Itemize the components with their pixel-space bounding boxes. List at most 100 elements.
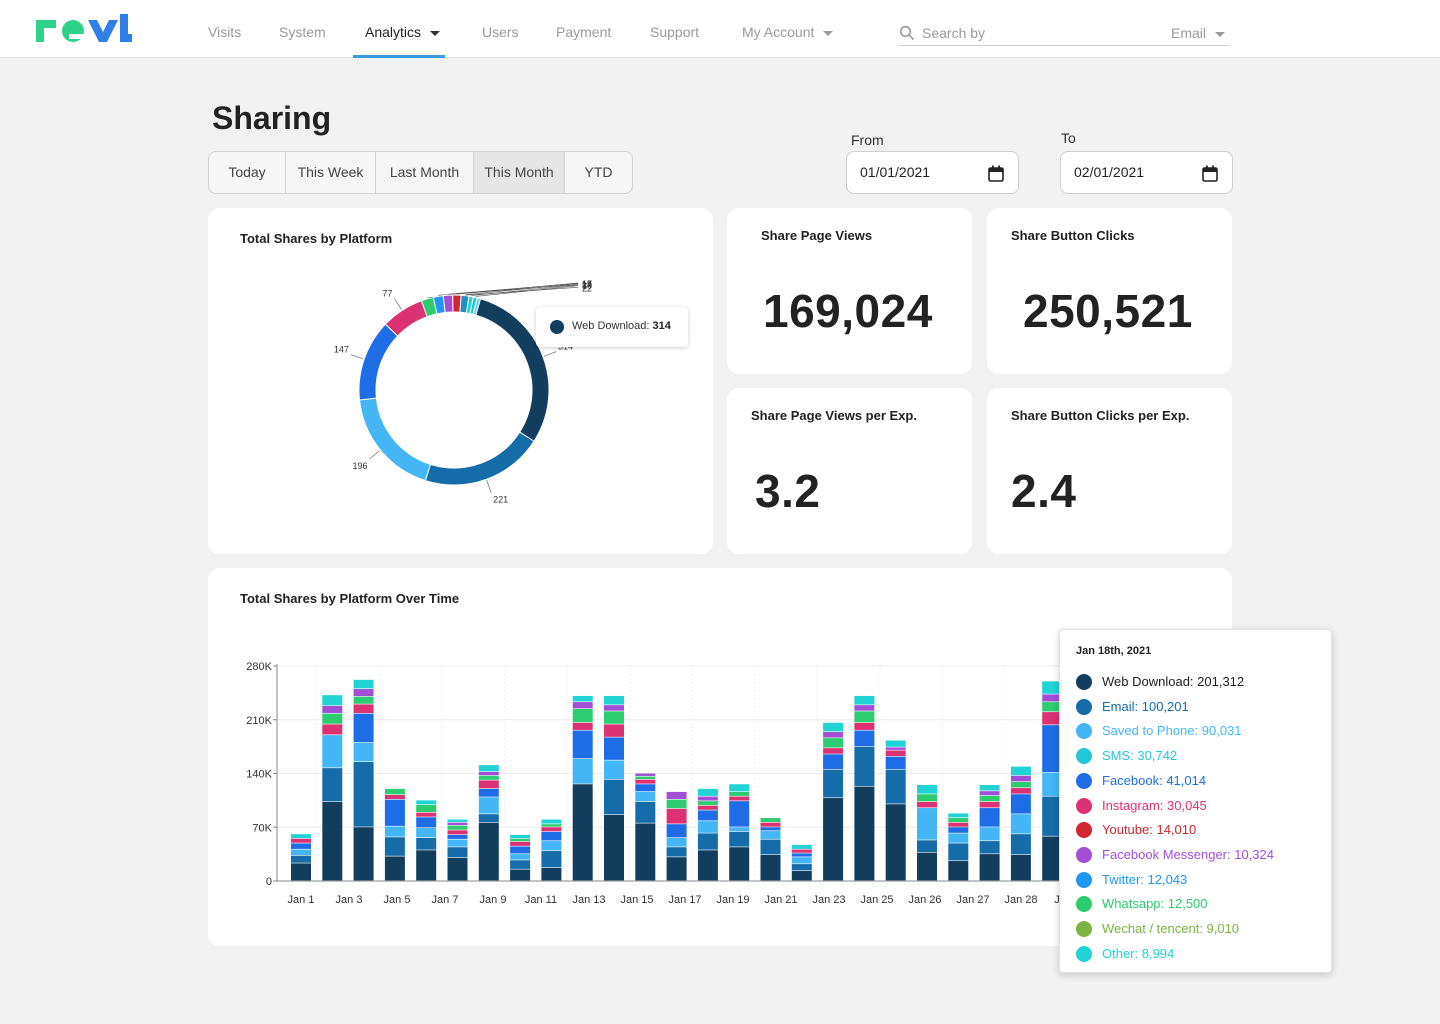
bar-segment-other[interactable] [979,785,1000,791]
bar-segment-instagram[interactable] [541,827,562,832]
bar-segment-facebook[interactable] [416,817,437,828]
bar-segment-instagram[interactable] [948,822,969,827]
bar-segment-facebook-messenger[interactable] [353,689,374,697]
bar-segment-saved-to-phone[interactable] [979,827,1000,841]
bar-segment-facebook-messenger[interactable] [635,773,656,776]
bar-segment-facebook[interactable] [447,834,468,839]
bar-segment-other[interactable] [478,765,499,772]
bar-segment-facebook[interactable] [384,799,405,826]
revl-logo[interactable] [36,14,132,44]
bar-segment-instagram[interactable] [604,724,624,737]
bar-segment-whatsapp[interactable] [384,788,405,795]
bar-segment-web-download[interactable] [854,786,875,881]
calendar-icon[interactable] [1202,165,1218,182]
bar-segment-email[interactable] [384,837,405,856]
bar-segment-other[interactable] [416,800,437,805]
bar-segment-other[interactable] [291,834,311,839]
bar-segment-email[interactable] [791,864,812,871]
donut-slice-facebook[interactable] [358,323,399,401]
bar-segment-saved-to-phone[interactable] [791,857,812,864]
bar-segment-facebook-messenger[interactable] [666,791,687,800]
search-bar[interactable]: Search by Email [899,22,1229,46]
bar-segment-instagram[interactable] [979,801,1000,808]
calendar-icon[interactable] [988,165,1004,182]
bar-segment-other[interactable] [353,679,374,689]
bar-segment-other[interactable] [917,785,937,794]
bar-segment-web-download[interactable] [729,847,750,881]
bar-segment-facebook[interactable] [572,730,593,759]
bar-segment-saved-to-phone[interactable] [478,797,499,814]
bar-segment-other[interactable] [322,695,343,706]
bar-segment-whatsapp[interactable] [823,738,844,748]
to-date-field[interactable]: 02/01/2021 [1060,151,1233,194]
bar-segment-email[interactable] [478,814,499,823]
bar-segment-facebook-messenger[interactable] [697,796,718,801]
search-field-select[interactable]: Email [1171,25,1225,41]
bar-segment-saved-to-phone[interactable] [697,821,718,833]
bar-segment-facebook-messenger[interactable] [1010,775,1031,782]
bar-segment-email[interactable] [353,761,374,827]
bar-segment-saved-to-phone[interactable] [416,828,437,838]
nav-item-payment[interactable]: Payment [556,24,612,40]
bar-segment-email[interactable] [416,838,437,850]
bar-segment-web-download[interactable] [791,871,812,881]
bar-segment-instagram[interactable] [791,849,812,853]
bar-segment-whatsapp[interactable] [322,713,343,724]
bar-segment-web-download[interactable] [572,784,593,881]
bar-segment-web-download[interactable] [384,856,405,881]
bar-segment-saved-to-phone[interactable] [948,833,969,843]
bar-segment-facebook[interactable] [948,827,969,833]
donut-slice-saved-to-phone[interactable] [358,397,432,482]
bar-segment-facebook-messenger[interactable] [322,705,343,714]
bar-segment-saved-to-phone[interactable] [572,758,593,784]
bar-segment-whatsapp[interactable] [760,818,781,823]
bar-segment-web-download[interactable] [885,804,906,881]
bar-segment-web-download[interactable] [697,850,718,881]
bar-segment-saved-to-phone[interactable] [760,831,781,839]
bar-segment-whatsapp[interactable] [948,818,969,823]
donut-slice-email[interactable] [424,431,535,486]
bar-segment-web-download[interactable] [353,827,374,881]
bar-segment-whatsapp[interactable] [416,804,437,813]
bar-segment-whatsapp[interactable] [353,696,374,704]
donut-slice-facebook-messenger[interactable] [442,294,454,314]
bar-segment-facebook[interactable] [541,831,562,841]
bar-segment-whatsapp[interactable] [697,801,718,806]
bar-segment-whatsapp[interactable] [979,795,1000,802]
nav-item-visits[interactable]: Visits [208,24,242,40]
bar-segment-email[interactable] [322,768,343,802]
bar-segment-other[interactable] [604,695,624,705]
bar-segment-saved-to-phone[interactable] [635,791,656,802]
bar-segment-facebook[interactable] [791,853,812,857]
bar-segment-email[interactable] [823,769,844,798]
bar-segment-whatsapp[interactable] [854,711,875,723]
bar-segment-facebook[interactable] [697,810,718,821]
bar-segment-saved-to-phone[interactable] [384,826,405,837]
range-this-month-button[interactable]: This Month [474,152,565,193]
bar-segment-saved-to-phone[interactable] [917,808,937,840]
bar-segment-email[interactable] [666,847,687,857]
bar-segment-saved-to-phone[interactable] [729,827,750,832]
bar-segment-email[interactable] [1042,796,1063,836]
bar-segment-email[interactable] [635,801,656,823]
bar-segment-saved-to-phone[interactable] [447,839,468,847]
bar-segment-whatsapp[interactable] [917,794,937,802]
bar-segment-instagram[interactable] [760,822,781,827]
bar-segment-other[interactable] [697,788,718,796]
search-input[interactable]: Search by [922,25,986,41]
bar-segment-email[interactable] [979,841,1000,854]
range-last-month-button[interactable]: Last Month [376,152,474,193]
bar-segment-facebook[interactable] [1010,794,1031,814]
bar-segment-email[interactable] [447,847,468,858]
bar-segment-instagram[interactable] [1010,788,1031,794]
bar-segment-web-download[interactable] [635,823,656,881]
bar-segment-web-download[interactable] [604,814,624,881]
bar-segment-other[interactable] [1010,766,1031,776]
range-this-week-button[interactable]: This Week [286,152,376,193]
bar-segment-other[interactable] [823,722,844,732]
bar-segment-email[interactable] [1010,834,1031,855]
bar-segment-facebook-messenger[interactable] [447,822,468,826]
bar-segment-instagram[interactable] [697,805,718,810]
bar-segment-instagram[interactable] [384,795,405,800]
nav-item-users[interactable]: Users [482,24,519,40]
